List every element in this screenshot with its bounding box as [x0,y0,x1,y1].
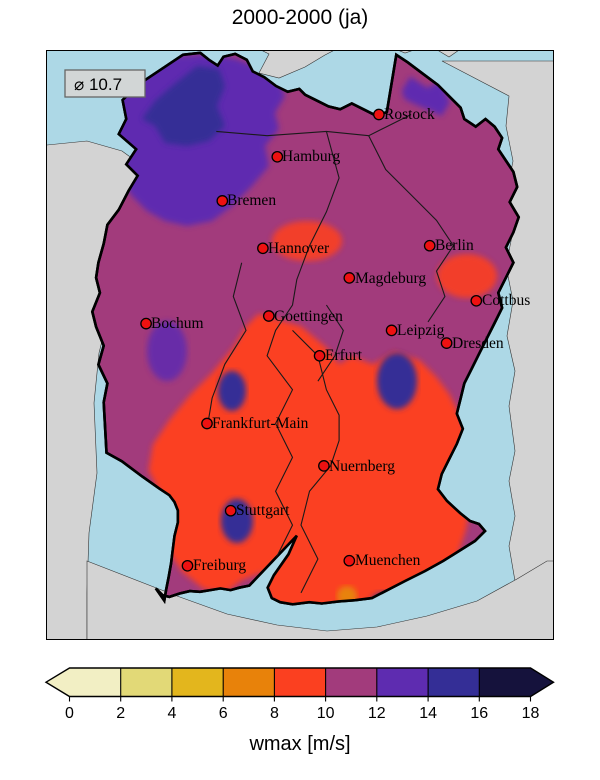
svg-text:Leipzig: Leipzig [397,322,445,339]
svg-text:16: 16 [470,705,488,722]
svg-text:Freiburg: Freiburg [193,557,246,574]
svg-text:2: 2 [116,705,125,722]
svg-text:Erfurt: Erfurt [325,347,363,364]
svg-text:6: 6 [219,705,228,722]
svg-text:Frankfurt-Main: Frankfurt-Main [212,415,309,432]
svg-text:Stuttgart: Stuttgart [236,502,290,519]
svg-text:wmax [m/s]: wmax [m/s] [248,733,350,755]
svg-text:12: 12 [368,705,386,722]
svg-text:⌀ 10.7: ⌀ 10.7 [74,75,122,94]
svg-text:Bochum: Bochum [151,315,204,332]
svg-text:Cottbus: Cottbus [482,292,530,309]
svg-text:Hannover: Hannover [268,240,330,257]
svg-text:Muenchen: Muenchen [355,552,421,569]
svg-text:Berlin: Berlin [435,237,474,254]
svg-text:Magdeburg: Magdeburg [355,270,426,287]
svg-text:Rostock: Rostock [384,106,435,123]
svg-text:4: 4 [167,705,176,722]
svg-text:Bremen: Bremen [227,192,276,209]
svg-text:Goettingen: Goettingen [274,308,343,325]
svg-text:0: 0 [65,705,74,722]
svg-text:14: 14 [419,705,437,722]
svg-text:18: 18 [522,705,540,722]
svg-text:Nuernberg: Nuernberg [329,458,395,475]
svg-text:10: 10 [317,705,335,722]
svg-text:Hamburg: Hamburg [282,148,341,165]
svg-text:8: 8 [270,705,279,722]
svg-text:Dresden: Dresden [452,335,504,352]
